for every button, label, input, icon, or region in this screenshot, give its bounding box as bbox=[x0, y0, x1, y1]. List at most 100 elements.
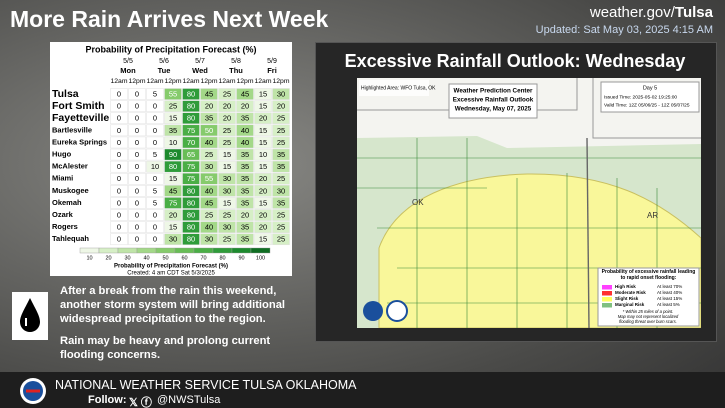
pop-cell bbox=[182, 88, 200, 100]
scale-label: 80 bbox=[219, 255, 225, 261]
pop-value: 0 bbox=[117, 235, 121, 244]
city-name: Okemah bbox=[52, 198, 82, 207]
pop-cell bbox=[272, 112, 290, 125]
pop-value: 30 bbox=[223, 186, 231, 195]
pop-cell bbox=[146, 209, 164, 221]
pop-value: 80 bbox=[187, 114, 195, 123]
pop-value: 75 bbox=[187, 174, 195, 183]
pop-cell bbox=[164, 197, 182, 209]
pop-cell bbox=[272, 209, 290, 221]
pop-cell bbox=[254, 88, 272, 100]
pop-value: 25 bbox=[277, 114, 285, 123]
pop-value: 30 bbox=[169, 235, 177, 244]
legend-title-text: Probability of excessive rainfall leadin… bbox=[601, 269, 696, 281]
wpc-line: Wednesday, May 07, 2025 bbox=[455, 106, 532, 113]
city-name: Eureka Springs bbox=[52, 137, 107, 146]
created: Created: 4 am CDT Sat 5/3/2025 bbox=[127, 271, 215, 276]
legend-name: Slight Risk bbox=[615, 296, 639, 301]
scale-label: 30 bbox=[124, 255, 130, 261]
message-paragraph: After a break from the rain this weekend… bbox=[60, 285, 286, 325]
legend-swatch bbox=[602, 291, 612, 296]
pop-value: 25 bbox=[277, 211, 285, 220]
city-name: Tahlequah bbox=[52, 234, 89, 243]
day-label: Mon bbox=[120, 66, 136, 75]
period-label: 12am bbox=[218, 78, 235, 85]
pop-cell bbox=[164, 209, 182, 221]
pop-value: 75 bbox=[187, 162, 195, 171]
pop-value: 80 bbox=[187, 235, 195, 244]
pop-cell bbox=[200, 185, 218, 197]
pop-cell bbox=[236, 221, 254, 233]
county-lines bbox=[357, 138, 701, 328]
scale-swatch bbox=[250, 247, 271, 254]
pop-cell bbox=[182, 185, 200, 197]
pop-value: 25 bbox=[205, 150, 213, 159]
outlook-title: Excessive Rainfall Outlook: Wednesday bbox=[344, 51, 686, 71]
legend-name: Marginal Risk bbox=[615, 302, 645, 307]
pop-value: 0 bbox=[135, 235, 139, 244]
pop-value: 35 bbox=[277, 198, 285, 207]
pop-value: 15 bbox=[259, 126, 267, 135]
nws-logo bbox=[386, 300, 408, 322]
pop-value: 45 bbox=[205, 90, 213, 99]
pop-value: 0 bbox=[153, 223, 157, 232]
pop-cell bbox=[236, 88, 254, 100]
date-label: 5/6 bbox=[159, 58, 169, 65]
pop-value: 0 bbox=[135, 162, 139, 171]
scale-title: Probability of Precipitation Forecast (%… bbox=[114, 264, 228, 270]
pop-value: 40 bbox=[205, 186, 213, 195]
pop-value: 0 bbox=[153, 138, 157, 147]
pop-cell bbox=[254, 136, 272, 149]
pop-cell bbox=[146, 197, 164, 209]
pop-cell bbox=[272, 148, 290, 161]
pop-cell bbox=[254, 100, 272, 112]
footer bbox=[0, 372, 725, 408]
pop-cell bbox=[218, 185, 236, 197]
pop-value: 10 bbox=[259, 150, 267, 159]
pop-value: 15 bbox=[259, 198, 267, 207]
pop-value: 55 bbox=[205, 174, 213, 183]
pop-cell bbox=[236, 100, 254, 112]
pop-value: 35 bbox=[241, 235, 249, 244]
pop-value: 0 bbox=[117, 211, 121, 220]
pop-cell bbox=[272, 124, 290, 137]
pop-cell bbox=[146, 172, 164, 185]
legend-text: At least 40% bbox=[657, 290, 682, 295]
legend-swatch bbox=[602, 303, 612, 308]
scale-swatch bbox=[79, 247, 100, 254]
pop-cell bbox=[146, 185, 164, 197]
pop-cell bbox=[254, 172, 272, 185]
city-name: McAlester bbox=[52, 162, 88, 171]
pop-cell bbox=[164, 100, 182, 112]
pop-value: 25 bbox=[277, 138, 285, 147]
pop-value: 30 bbox=[223, 223, 231, 232]
valid: Valid Time: 12Z 05/06/25 - 12Z 05/07/25 bbox=[604, 102, 690, 108]
pop-cell bbox=[182, 221, 200, 233]
pop-value: 0 bbox=[135, 186, 139, 195]
pop-cell bbox=[236, 185, 254, 197]
legend-title: Probability of excessive rainfall leadin… bbox=[601, 269, 696, 281]
pop-value: 0 bbox=[135, 114, 139, 123]
pop-cell bbox=[218, 197, 236, 209]
site-office: Tulsa bbox=[674, 4, 713, 21]
pop-value: 5 bbox=[153, 90, 157, 99]
pop-value: 80 bbox=[169, 162, 177, 171]
pop-value: 15 bbox=[259, 162, 267, 171]
pop-cell bbox=[200, 209, 218, 221]
pop-value: 0 bbox=[135, 102, 139, 111]
pop-cell bbox=[164, 124, 182, 137]
pop-value: 0 bbox=[117, 150, 121, 159]
scale-swatch bbox=[155, 247, 176, 254]
pop-value: 30 bbox=[277, 90, 285, 99]
pop-cell bbox=[182, 160, 200, 173]
legend-text: At least 5% bbox=[657, 302, 680, 307]
rain-icon bbox=[12, 292, 48, 340]
period-label: 12pm bbox=[272, 78, 289, 85]
period-label: 12pm bbox=[128, 78, 145, 85]
pop-cell bbox=[110, 112, 128, 125]
pop-cell bbox=[218, 88, 236, 100]
pop-cell bbox=[236, 197, 254, 209]
pop-cell bbox=[128, 112, 146, 125]
day-label: Fri bbox=[267, 66, 277, 75]
